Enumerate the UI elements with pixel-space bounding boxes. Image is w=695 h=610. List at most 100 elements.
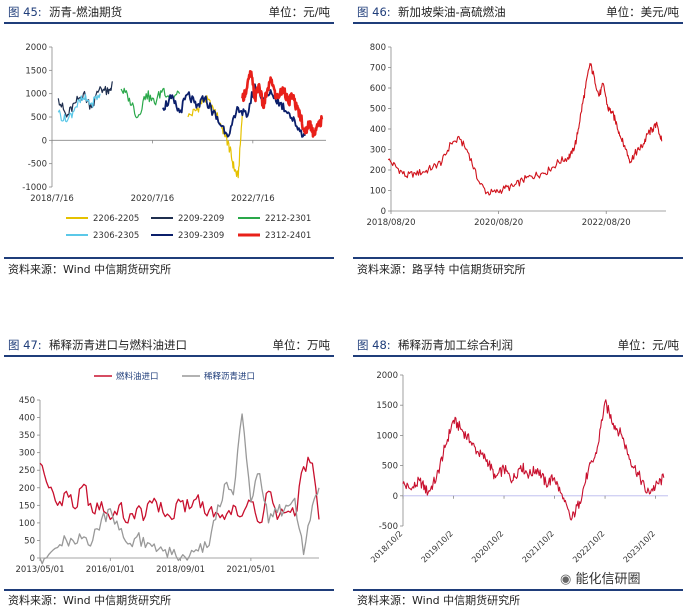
source-note: 资料来源：Wind 中信期货研究所: [8, 594, 172, 607]
y-tick-label: 600: [370, 84, 386, 94]
header-rule: [4, 355, 334, 357]
y-tick-label: 1000: [25, 90, 47, 100]
series-line: [57, 93, 101, 123]
y-tick-label: 250: [19, 466, 35, 476]
y-tick-label: 0: [393, 492, 398, 502]
footer-rule: [353, 589, 683, 591]
series-line: [387, 62, 663, 196]
series-line: [241, 69, 324, 138]
figure-number: 图 46:: [357, 5, 391, 19]
y-tick-label: 300: [370, 146, 386, 156]
y-tick-label: -1000: [22, 183, 47, 193]
y-tick-label: 500: [31, 113, 47, 123]
x-tick-label: 2018/7/16: [30, 194, 74, 204]
panel-fig45: 图 45: 沥青-燃油期货 单位：元/吨 -1000 -500 0 500 1000 15…: [4, 0, 334, 300]
x-tick-label: 2022/10/2: [571, 529, 606, 564]
unit-label: 单位：万吨: [272, 338, 331, 352]
header-rule: [353, 355, 683, 357]
series-line: [162, 83, 306, 138]
y-tick-label: 2000: [376, 371, 398, 381]
y-tick-label: 50: [24, 536, 35, 546]
x-tick-label: 2018/09/01: [156, 565, 205, 575]
y-tick-label: 1500: [376, 401, 398, 411]
wechat-icon: ◉: [560, 572, 572, 587]
legend-label: 2309-2309: [178, 231, 224, 241]
x-tick-label: 2021/05/01: [226, 565, 275, 575]
unit-label: 单位：元/吨: [617, 338, 679, 352]
series-line: [120, 87, 181, 119]
source-note: 资料来源：路孚特 中信期货研究所: [357, 263, 526, 276]
watermark-text: 能化信研圈: [575, 572, 641, 587]
y-tick-label: 300: [19, 449, 35, 459]
chart-asphalt-fuel-futures: -1000 -500 0 500 1000 1500 2000 2018/7/16 2020/7…: [22, 43, 326, 241]
series-line: [402, 399, 665, 521]
footer-rule: [4, 257, 334, 259]
y-tick-label: 500: [382, 462, 398, 472]
y-tick-label: 800: [370, 43, 386, 53]
unit-label: 单位：美元/吨: [606, 5, 679, 19]
legend-label: 2212-2301: [265, 214, 311, 224]
legend-label: 2209-2209: [178, 214, 224, 224]
x-tick-label: 2022/7/16: [231, 194, 275, 204]
panel-title: 图 46: 新加坡柴油-高硫燃油: [357, 4, 506, 20]
x-tick-label: 2018/08/20: [367, 218, 416, 228]
y-tick-label: -500: [379, 522, 398, 532]
y-tick-label: 0: [42, 136, 47, 146]
figure-title: 沥青-燃油期货: [48, 5, 123, 19]
panel-header: 图 47: 稀释沥青进口与燃料油进口 单位：万吨: [4, 333, 334, 355]
y-tick-label: 1500: [25, 66, 47, 76]
y-tick-label: 0: [30, 554, 35, 564]
y-tick-label: 100: [19, 519, 35, 529]
legend-label: 燃料油进口: [116, 371, 159, 382]
header-rule: [353, 22, 683, 24]
figure-number: 图 47:: [8, 338, 42, 352]
unit-label: 单位：元/吨: [268, 5, 330, 19]
y-tick-label: 400: [19, 414, 35, 424]
panel-fig47: 图 47: 稀释沥青进口与燃料油进口 单位：万吨 0 50 100 150 200 250…: [4, 333, 334, 610]
chart-bitumen-fuel-imports: 0 50 100 150 200 250 300 350 400 450 2013/05/01 201…: [16, 371, 320, 575]
series-line: [39, 456, 320, 524]
legend-label: 2206-2205: [93, 214, 139, 224]
source-note: 资料来源：Wind 中信期货研究所: [357, 594, 521, 607]
chart-singapore-gasoil-hsfo: 0 100 200 300 400 500 600 700 800 2018/08/20 2020/…: [367, 43, 666, 228]
panel-title: 图 48: 稀释沥青加工综合利润: [357, 337, 513, 353]
watermark: ◉ 能化信研圈: [560, 568, 641, 587]
y-tick-label: 1000: [376, 431, 398, 441]
figure-title: 稀释沥青加工综合利润: [397, 338, 513, 352]
figure-title: 新加坡柴油-高硫燃油: [397, 5, 506, 19]
y-tick-label: 150: [19, 501, 35, 511]
y-tick-label: 200: [370, 166, 386, 176]
footer-rule: [4, 589, 334, 591]
panel-fig46: 图 46: 新加坡柴油-高硫燃油 单位：美元/吨 0 100 200 300 400 50…: [353, 0, 683, 300]
x-tick-label: 2018/10/2: [369, 529, 404, 564]
panel-title: 图 47: 稀释沥青进口与燃料油进口: [8, 337, 187, 353]
footer-rule: [353, 257, 683, 259]
y-tick-label: 400: [370, 125, 386, 135]
y-tick-label: 500: [370, 105, 386, 115]
panel-header: 图 45: 沥青-燃油期货 单位：元/吨: [4, 0, 334, 22]
x-tick-label: 2023/10/2: [622, 529, 657, 564]
x-tick-label: 2013/05/01: [16, 565, 65, 575]
series-line: [57, 81, 113, 118]
chart-bitumen-processing-margin: -500 0 500 1000 1500 2000 2018/10/2 2019/10/2 20…: [369, 371, 668, 564]
header-rule: [4, 22, 334, 24]
y-tick-label: 350: [19, 431, 35, 441]
panel-fig48: 图 48: 稀释沥青加工综合利润 单位：元/吨 -500 0 500 1000 1500…: [353, 333, 683, 610]
x-tick-label: 2019/10/2: [420, 529, 455, 564]
x-tick-label: 2020/08/20: [474, 218, 523, 228]
figure-title: 稀释沥青进口与燃料油进口: [48, 338, 187, 352]
panel-header: 图 48: 稀释沥青加工综合利润 单位：元/吨: [353, 333, 683, 355]
y-tick-label: 450: [19, 396, 35, 406]
source-note: 资料来源：Wind 中信期货研究所: [8, 263, 172, 276]
y-tick-label: -500: [28, 160, 47, 170]
x-tick-label: 2016/01/01: [86, 565, 135, 575]
series-line: [39, 413, 320, 565]
legend-label: 2312-2401: [265, 231, 311, 241]
figure-number: 图 48:: [357, 338, 391, 352]
legend-label: 稀释沥青进口: [204, 371, 255, 382]
y-tick-label: 100: [370, 187, 386, 197]
figure-number: 图 45:: [8, 5, 42, 19]
x-tick-label: 2022/08/20: [582, 218, 631, 228]
y-tick-label: 200: [19, 484, 35, 494]
y-tick-label: 700: [370, 64, 386, 74]
